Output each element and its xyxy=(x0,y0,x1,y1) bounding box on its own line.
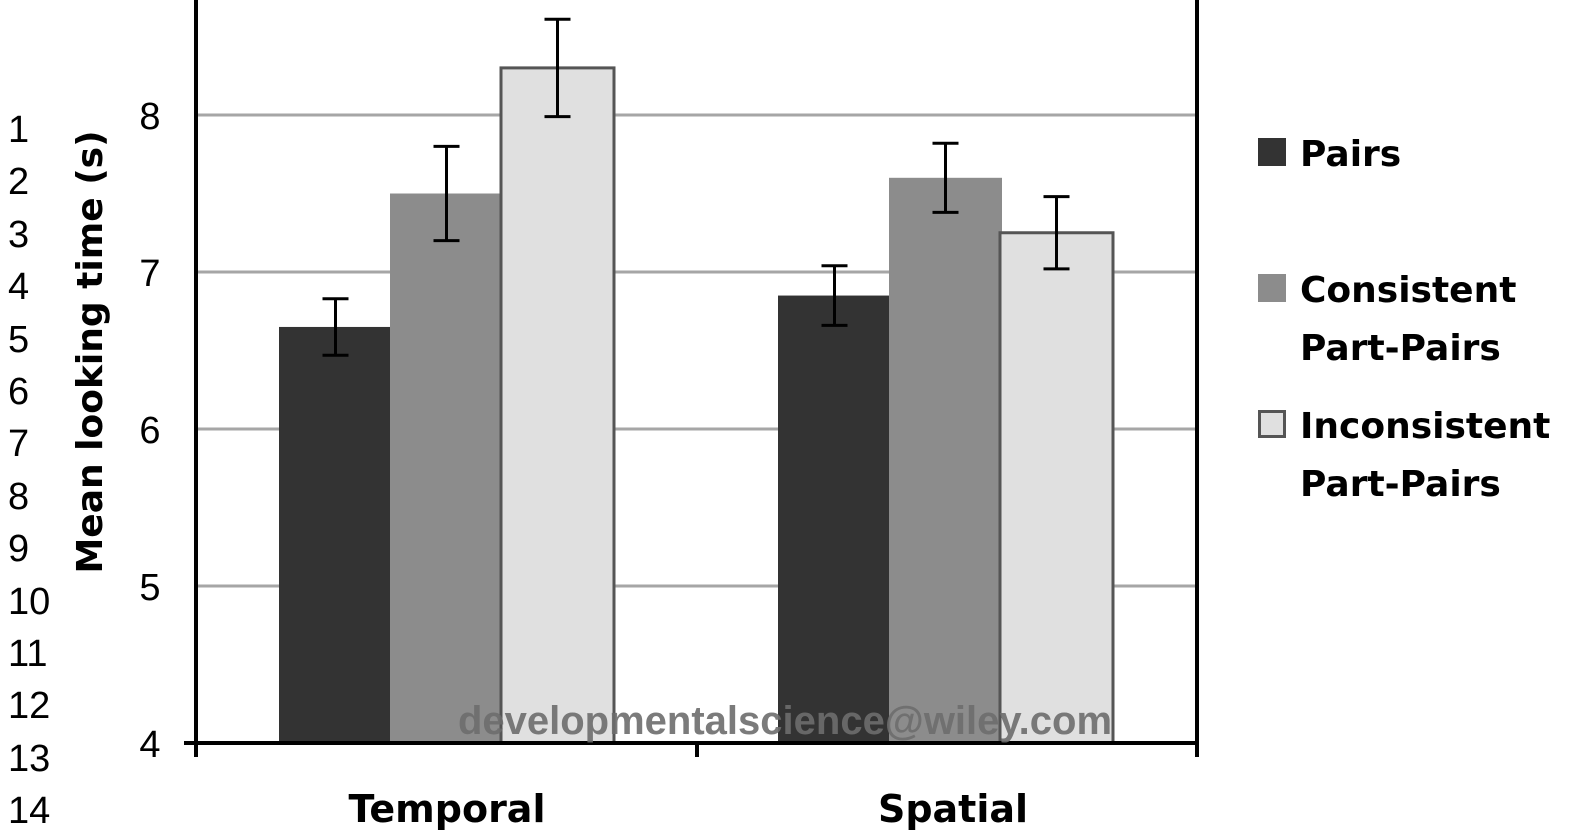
y-tick-label: 5 xyxy=(139,567,160,609)
line-number: 10 xyxy=(8,580,51,623)
error-bar xyxy=(1043,195,1070,271)
legend-label: Pairs xyxy=(1300,134,1402,175)
legend-swatch xyxy=(1258,138,1286,166)
tick-labels: 4 5 6 7 8 Temporal Spatial xyxy=(139,96,1028,831)
y-tick-label: 4 xyxy=(139,724,160,766)
bar-consistent-spatial xyxy=(889,177,1002,744)
line-number: 4 xyxy=(8,266,30,309)
legend-label: Consistent Part-Pairs xyxy=(1300,270,1517,369)
y-axis-label: Mean looking time (s) xyxy=(70,130,111,573)
legend-item: Pairs xyxy=(1258,130,1560,184)
y-tick-label: 6 xyxy=(139,410,160,452)
line-number: 7 xyxy=(8,423,30,466)
line-number: 13 xyxy=(8,737,51,780)
watermark: developmentalscience@wiley.com xyxy=(458,699,1112,743)
line-number: 3 xyxy=(8,213,30,256)
bar-consistent-temporal xyxy=(390,193,503,743)
bar-inconsistent-spatial xyxy=(998,231,1115,745)
axes xyxy=(184,0,1199,757)
legend-item: Consistent Part-Pairs xyxy=(1258,266,1560,378)
line-numbers: 1 2 3 4 5 6 7 8 9 10 11 12 13 14 xyxy=(8,104,68,837)
bar-pairs-spatial xyxy=(778,295,891,743)
line-number: 11 xyxy=(8,632,48,675)
line-number: 14 xyxy=(8,790,51,833)
y-tick-label: 7 xyxy=(139,253,160,295)
error-bar xyxy=(433,144,460,243)
line-number: 5 xyxy=(8,318,30,361)
error-bars xyxy=(322,17,1070,357)
legend-item: Inconsistent Part-Pairs xyxy=(1258,402,1560,514)
line-number: 8 xyxy=(8,475,30,518)
legend-swatch xyxy=(1258,410,1286,438)
x-tick-label: Spatial xyxy=(878,787,1028,831)
bars xyxy=(279,66,1115,745)
error-bar xyxy=(322,297,349,357)
error-bar xyxy=(821,264,848,327)
line-number: 1 xyxy=(8,109,30,151)
bar-pairs-temporal xyxy=(279,326,392,743)
line-number: 9 xyxy=(8,528,30,571)
legend-label: Inconsistent Part-Pairs xyxy=(1300,406,1551,505)
bar-inconsistent-temporal xyxy=(499,66,616,745)
error-bar xyxy=(544,17,571,119)
x-tick-label: Temporal xyxy=(349,787,546,831)
error-bar xyxy=(932,141,959,214)
line-number: 2 xyxy=(8,161,30,204)
legend-swatch xyxy=(1258,274,1286,302)
y-tick-label: 8 xyxy=(139,96,160,138)
line-number: 6 xyxy=(8,370,30,413)
line-number: 12 xyxy=(8,685,51,728)
